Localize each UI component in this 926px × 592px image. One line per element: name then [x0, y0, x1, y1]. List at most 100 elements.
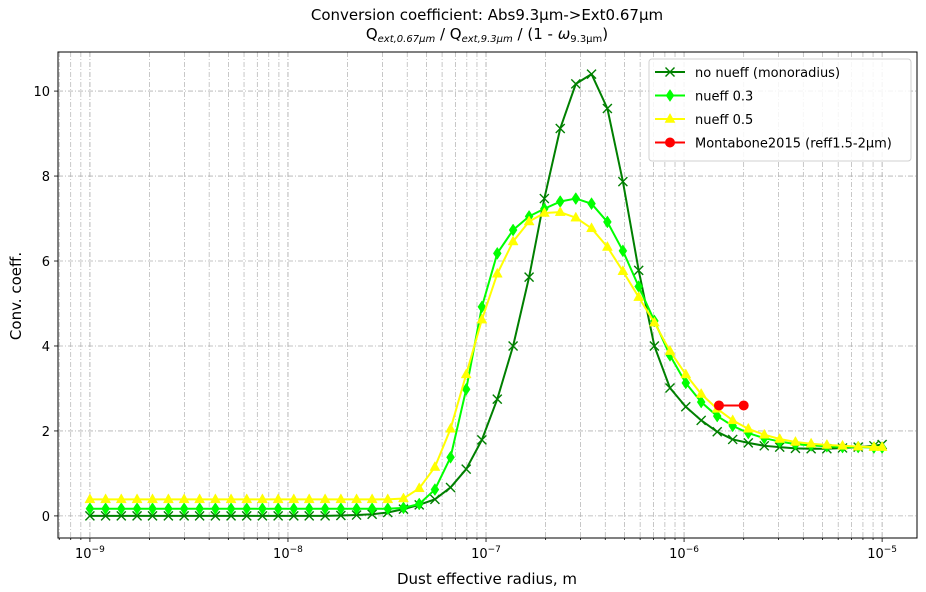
- data-point: [303, 493, 315, 504]
- data-point: [507, 235, 519, 246]
- y-axis-label: Conv. coeff.: [7, 252, 25, 340]
- data-point: [790, 435, 801, 446]
- data-point: [876, 441, 888, 451]
- subtitle-slash1: / Q: [435, 25, 461, 43]
- data-point: [256, 493, 268, 504]
- y-tick-label: 10: [33, 85, 50, 100]
- data-point: [288, 493, 300, 504]
- data-point: [320, 502, 330, 516]
- legend-marker: [665, 137, 675, 148]
- data-point: [257, 510, 268, 521]
- data-point: [226, 510, 237, 521]
- legend-label: Montabone2015 (reff1.5-2µm): [695, 137, 892, 152]
- subtitle-sub3: 9.3µm: [570, 34, 602, 45]
- data-point: [837, 439, 848, 450]
- data-point: [446, 450, 455, 464]
- data-point: [852, 440, 864, 451]
- data-point: [272, 493, 284, 504]
- data-point: [696, 395, 706, 409]
- data-point: [226, 502, 236, 516]
- data-point: [774, 433, 786, 443]
- data-point: [664, 345, 676, 355]
- legend-item: Montabone2015 (reff1.5-2µm): [655, 137, 892, 152]
- data-point: [273, 502, 283, 516]
- data-point: [335, 510, 346, 521]
- data-point: [194, 493, 206, 504]
- data-point: [805, 437, 817, 448]
- data-point: [148, 502, 157, 516]
- data-point: [225, 493, 237, 504]
- legend-marker: [665, 89, 675, 102]
- data-point: [445, 422, 456, 433]
- data-point: [399, 501, 408, 515]
- data-point: [555, 123, 566, 134]
- data-point: [367, 502, 377, 516]
- x-tick-label: 10−7: [471, 545, 501, 562]
- data-point: [179, 510, 190, 521]
- data-point: [712, 426, 723, 437]
- data-point: [477, 300, 487, 314]
- axes: 0 2 4 6 8 10 10−9 10−8 10−7 10−6 10−5: [33, 51, 918, 562]
- data-point: [101, 502, 110, 516]
- data-point: [539, 193, 550, 204]
- data-point: [147, 510, 158, 521]
- data-point: [179, 502, 189, 516]
- subtitle-omega: ω: [558, 25, 571, 43]
- data-point: [821, 438, 833, 449]
- data-point: [570, 78, 581, 89]
- data-point: [742, 422, 754, 433]
- data-point: [695, 387, 707, 398]
- data-point: [633, 265, 644, 276]
- data-point: [352, 502, 361, 516]
- data-point: [100, 510, 111, 521]
- data-point: [648, 316, 660, 327]
- data-point: [633, 291, 645, 301]
- data-point: [460, 368, 472, 379]
- chart-title: Conversion coefficient: Abs9.3µm->Ext0.6…: [311, 6, 663, 24]
- data-point: [727, 434, 738, 445]
- data-point: [320, 510, 331, 521]
- data-point: [476, 313, 488, 324]
- data-point: [587, 197, 596, 211]
- data-point: [617, 176, 628, 187]
- y-tick-label: 0: [42, 510, 50, 525]
- data-point: [288, 510, 299, 521]
- data-point: [476, 434, 487, 445]
- data-point: [289, 502, 299, 516]
- data-point: [178, 493, 190, 504]
- data-point: [366, 493, 378, 504]
- data-point: [211, 502, 220, 516]
- data-point: [508, 340, 519, 351]
- legend-label: nueff 0.3: [695, 90, 753, 105]
- series-line: [89, 197, 883, 510]
- data-point: [85, 502, 95, 516]
- data-point: [664, 383, 675, 394]
- plot-frame: [57, 51, 918, 539]
- data-point: [538, 206, 550, 217]
- data-point: [131, 493, 143, 504]
- y-tick-label: 4: [42, 340, 50, 355]
- series-line: [89, 211, 883, 501]
- x-tick-label: 10−9: [75, 545, 105, 562]
- data-point: [492, 246, 502, 260]
- data-point: [554, 206, 566, 216]
- data-point: [241, 493, 253, 504]
- data-point: [430, 483, 440, 497]
- data-point: [84, 493, 96, 504]
- data-point: [242, 502, 252, 516]
- legend-item: no nueff (monoradius): [655, 66, 840, 81]
- subtitle-close: ): [602, 25, 608, 43]
- legend-marker: [664, 112, 676, 123]
- data-point: [571, 192, 581, 206]
- data-point: [727, 414, 739, 425]
- data-point: [602, 103, 613, 114]
- data-point: [696, 415, 707, 426]
- data-point: [382, 493, 394, 504]
- data-point: [413, 482, 425, 493]
- data-point: [681, 376, 691, 390]
- data-point: [570, 211, 582, 222]
- data-point: [336, 502, 346, 516]
- data-point: [868, 441, 880, 451]
- x-tick-label: 10−6: [669, 545, 699, 562]
